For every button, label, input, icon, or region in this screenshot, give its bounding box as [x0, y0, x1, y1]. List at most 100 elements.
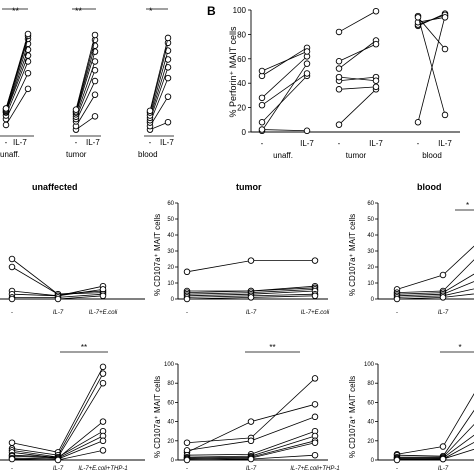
panel-b-point: [414, 118, 422, 126]
panel-b-line: [338, 40, 377, 69]
panel-b-point: [258, 118, 266, 126]
panel-a-point: [146, 107, 154, 115]
cd107a-point: [183, 439, 191, 446]
panel-a-partial: ** ** * IL-7 IL-7 IL-7 unaff. tumor bloo…: [0, 6, 174, 159]
panel-a-group-unaff: unaff.: [0, 150, 20, 159]
panel-a-line: [75, 51, 96, 115]
cd107a-ytick-label: 40: [167, 233, 174, 239]
panel-a-line: [5, 43, 29, 111]
panel-b-line: [261, 63, 308, 132]
panel-b-tick-unstim: -: [261, 139, 264, 148]
cd107a-point: [99, 370, 107, 377]
panel-a-point: [91, 31, 99, 39]
cd107a-point: [247, 257, 255, 264]
cd107a-panel-tumor-thp1: 0 20 40 60 80 100 % CD107a⁺ MAIT cells ** - IL-7 I…: [153, 343, 340, 472]
panel-b-point: [372, 40, 380, 48]
cd107a-ylabel: % CD107a⁺ MAIT cells: [153, 376, 162, 458]
cd107a-ytick-label: 30: [367, 249, 374, 255]
panel-b-point: [335, 57, 343, 65]
cd107a-series-line: [186, 403, 316, 453]
panel-a-point: [164, 118, 172, 126]
panel-b-point: [335, 28, 343, 36]
panel-b-point: [303, 60, 311, 67]
panel-b-point: [303, 70, 311, 77]
panel-a-line: [149, 59, 169, 119]
panel-a-il7-unaff: IL-7: [13, 138, 27, 147]
cd107a-panel-blood-thp1: 0 20 40 60 80 100 % CD107a⁺ MAIT cells * - IL-7: [348, 343, 474, 472]
panel-b-line: [261, 73, 308, 106]
cd107a-xlabel-stim: IL-7+E.coli+THP-1: [78, 466, 127, 472]
cd107a-point: [439, 455, 447, 463]
cd107a-point: [183, 456, 191, 464]
panel-b-ytick-label: 40: [237, 79, 246, 88]
cd107a-ylabel: % CD107a⁺ MAIT cells: [153, 214, 162, 296]
panel-a-point: [24, 30, 32, 38]
panel-b-point: [414, 14, 422, 21]
cd107a-xlabel-il7: IL-7: [246, 310, 257, 316]
cd107a-point: [99, 363, 107, 371]
cd107a-series-line: [396, 393, 474, 455]
panel-a-point: [164, 74, 172, 82]
cd107a-point: [54, 456, 62, 464]
panel-a-line: [5, 38, 29, 110]
cd107a-point: [247, 418, 255, 425]
cd107a-sig-label: **: [269, 343, 275, 352]
cd107a-xlabel-unstim: -: [186, 310, 188, 316]
panel-b-tick-il7: IL-7: [369, 139, 383, 148]
panel-b-point: [335, 65, 343, 72]
cd107a-xlabel-il7: IL-7: [438, 310, 449, 316]
panel-a-point: [2, 121, 10, 129]
panel-a-line: [75, 61, 96, 117]
panel-b-point: [441, 111, 449, 119]
panel-a-group-tumor: tumor: [66, 150, 87, 159]
cd107a-xlabel-il7: IL-7: [246, 466, 257, 472]
panel-b-ytick-label: 20: [237, 104, 246, 113]
cd107a-ytick-label: 60: [367, 201, 374, 207]
cd107a-point: [311, 439, 319, 446]
cd107a-point: [99, 379, 107, 387]
cd107a-ytick-label: 20: [367, 265, 374, 271]
cd107a-point: [183, 295, 191, 303]
panel-a-line: [5, 33, 29, 109]
cd107a-ytick-label: 80: [167, 381, 174, 387]
panel-b-line: [417, 16, 446, 23]
cd107a-xlabel-il7: IL-7: [53, 310, 64, 316]
cd107a-ytick-label: 50: [167, 217, 174, 223]
panel-b-group-blood: blood: [422, 151, 442, 160]
cd107a-panels: - IL-7 IL-7+E.coli 0 10 20 30 40 50 60 % CD107a⁺ M…: [0, 201, 474, 472]
panel-b: B % Perforin⁺ MAIT cells unaff. tumor bl…: [207, 4, 460, 160]
cd107a-xlabel-unstim: -: [11, 466, 13, 472]
cd107a-point: [247, 294, 255, 301]
panel-b-line: [338, 43, 377, 62]
panel-b-line: [417, 16, 446, 123]
cd107a-ytick-label: 40: [167, 420, 174, 426]
cd107a-xlabel-unstim: -: [186, 466, 188, 472]
cd107a-point: [99, 292, 107, 300]
cd107a-ytick-label: 100: [364, 362, 375, 368]
panel-a-sig-unaff: **: [12, 6, 20, 16]
cd107a-point: [8, 439, 16, 446]
cd107a-ytick-label: 40: [367, 420, 374, 426]
panel-b-point: [335, 86, 343, 93]
cd107a-ytick-label: 20: [167, 265, 174, 271]
panel-a-line: [149, 42, 169, 113]
panel-b-group-tumor: tumor: [346, 151, 367, 160]
cd107a-point: [439, 271, 447, 279]
cd107a-ytick-label: 0: [171, 458, 175, 464]
cd107a-point: [393, 456, 401, 464]
panel-b-line: [338, 76, 377, 82]
panel-b-tick-unstim: -: [338, 139, 341, 148]
cd107a-xlabel-stim: IL-7+E.coli+THP-1: [290, 466, 339, 472]
panel-b-line: [261, 51, 308, 72]
panel-b-ytick-label: 80: [237, 30, 246, 39]
panel-b-ylabel: % Perforin⁺ MAIT cells: [228, 26, 238, 118]
cd107a-point: [247, 455, 255, 463]
cd107a-point: [99, 418, 107, 425]
cd107a-point: [8, 455, 16, 463]
cd107a-ylabel: % CD107a⁺ MAIT cells: [348, 214, 357, 296]
panel-b-tick-unstim: -: [417, 139, 420, 148]
cd107a-series-line: [186, 378, 316, 444]
panel-a-line: [5, 55, 29, 113]
cd107a-sig-label: *: [466, 201, 469, 210]
cd107a-point: [311, 257, 319, 264]
